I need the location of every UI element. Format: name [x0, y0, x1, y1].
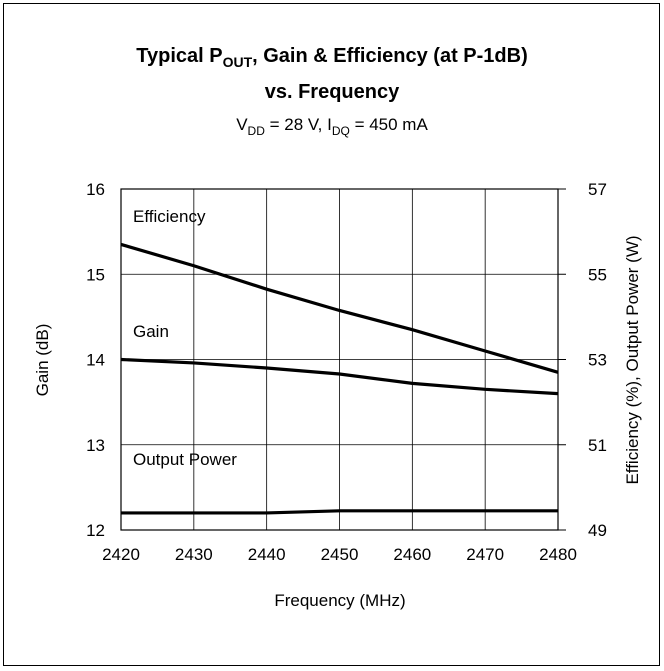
x-tick-label: 2440 — [248, 545, 286, 564]
y2-tick-label: 55 — [588, 265, 607, 284]
x-axis-label: Frequency (MHz) — [274, 591, 405, 610]
chart-title: Typical POUT, Gain & Efficiency (at P-1d… — [136, 45, 528, 70]
x-tick-label: 2430 — [175, 545, 213, 564]
series-label: Output Power — [133, 450, 237, 469]
chart-subtitle: VDD = 28 V, IDQ = 450 mA — [236, 115, 428, 138]
y-tick-label: 12 — [86, 521, 105, 540]
y2-axis-label: Efficiency (%), Output Power (W) — [623, 235, 642, 484]
subtitle-sub: DD — [248, 124, 266, 138]
y-tick-label: 16 — [86, 180, 105, 199]
y2-tick-label: 51 — [588, 436, 607, 455]
title-sub: OUT — [223, 54, 253, 70]
series-line — [120, 357, 559, 396]
y2-tick-label: 53 — [588, 351, 607, 370]
x-tick-label: 2480 — [539, 545, 577, 564]
y-axis-label: Gain (dB) — [33, 324, 52, 397]
x-tick-label: 2420 — [102, 545, 140, 564]
title-part: Typical P — [136, 45, 222, 67]
subtitle-part: = 450 mA — [350, 115, 429, 134]
series-line — [120, 242, 559, 374]
y-tick-label: 14 — [86, 351, 105, 370]
series-label: Gain — [133, 322, 169, 341]
x-tick-label: 2470 — [466, 545, 504, 564]
series-line — [121, 509, 558, 515]
subtitle-sub: DQ — [332, 124, 350, 138]
series-label: Efficiency — [133, 207, 206, 226]
subtitle-part: V — [236, 115, 248, 134]
y-tick-label: 13 — [86, 436, 105, 455]
title-part: , Gain & Efficiency (at P-1dB) — [252, 45, 528, 67]
y2-tick-label: 57 — [588, 180, 607, 199]
chart-title-line2: vs. Frequency — [265, 81, 400, 103]
x-tick-label: 2450 — [321, 545, 359, 564]
y2-tick-label: 49 — [588, 521, 607, 540]
subtitle-part: = 28 V, I — [265, 115, 332, 134]
y-tick-label: 15 — [86, 265, 105, 284]
x-tick-label: 2460 — [393, 545, 431, 564]
frame — [3, 3, 660, 666]
